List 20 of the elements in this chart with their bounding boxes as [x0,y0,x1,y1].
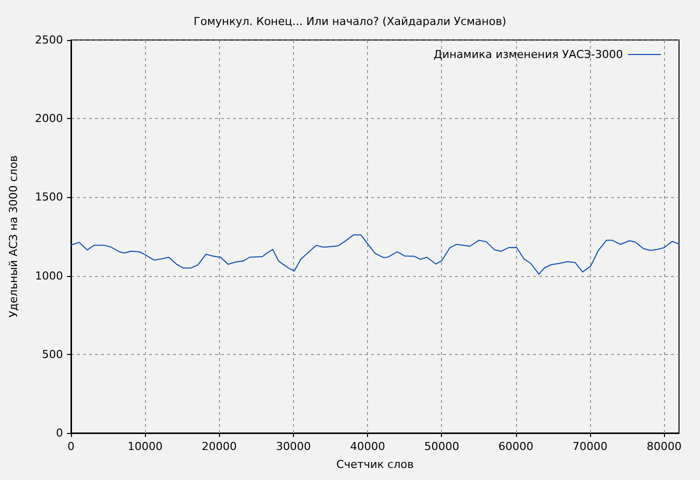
x-tick-label: 10000 [128,440,163,453]
y-tick-label: 1000 [35,269,63,282]
y-tick-label: 2500 [35,34,63,46]
y-tick-label: 500 [42,348,63,361]
x-tick-label: 40000 [350,440,386,453]
y-tick-label: 2000 [35,112,63,126]
y-axis-title: Удельный АСЗ на 3000 слов [7,155,20,318]
x-tick-label: 50000 [424,440,460,453]
x-tick-label: 60000 [498,440,534,453]
chart-title: Гомункул. Конец... Или начало? (Хайдарали Усманов) [194,15,506,28]
y-tick-label: 1500 [35,190,63,204]
x-tick-label: 0 [68,440,74,453]
y-tick-label: 0 [56,426,63,440]
x-axis-title: Счетчик слов [336,458,414,471]
x-tick-label: 70000 [572,440,608,453]
line-series [70,234,680,275]
legend-label: Динамика изменения УАСЗ-3000 [434,48,623,61]
x-tick-label: 80000 [646,440,682,453]
x-tick-label: 30000 [276,440,311,453]
x-tick-label: 20000 [202,440,237,453]
